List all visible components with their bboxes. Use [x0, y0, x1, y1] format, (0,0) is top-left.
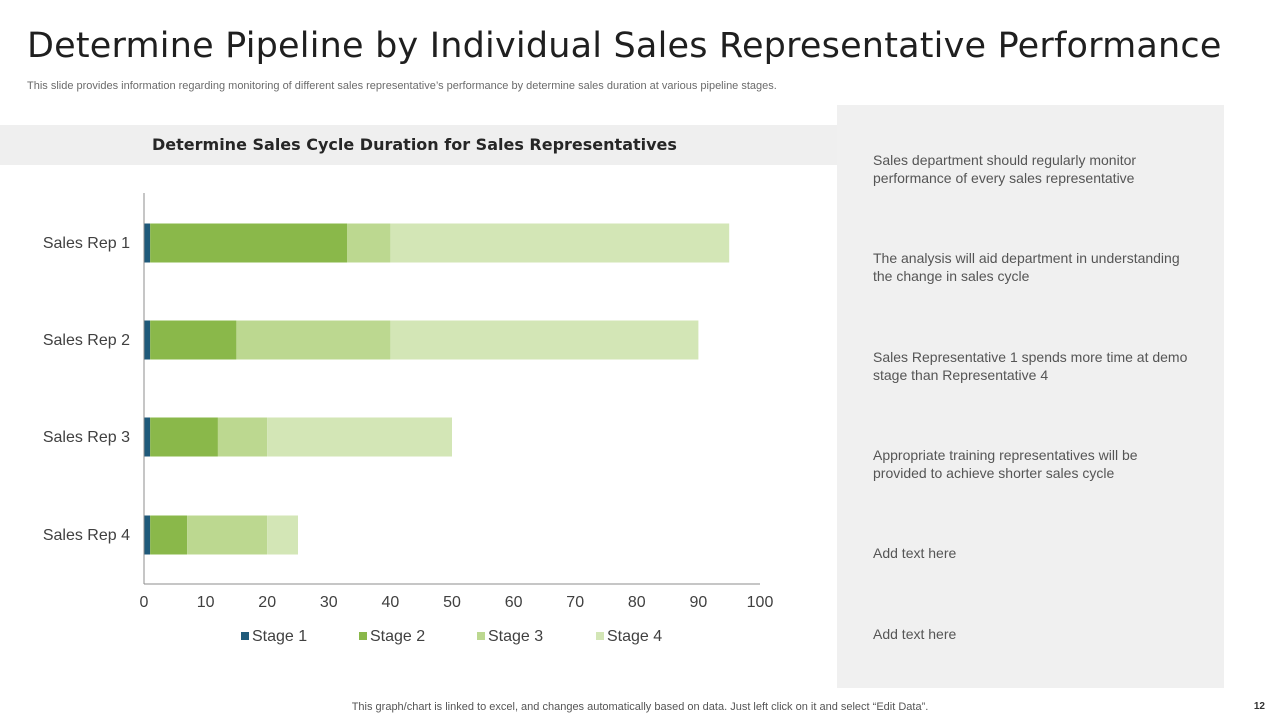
note-5: Add text here — [873, 545, 957, 561]
legend-label-stage-4: Stage 4 — [607, 628, 662, 645]
legend-label-stage-2: Stage 2 — [370, 628, 425, 645]
x-tick-label: 90 — [690, 594, 708, 611]
bar-4-stage-4[interactable] — [267, 515, 298, 555]
x-tick-label: 50 — [443, 594, 461, 611]
y-tick-label: Sales Rep 4 — [43, 527, 130, 544]
slide-number: 12 — [1253, 701, 1265, 712]
chart-title: Determine Sales Cycle Duration for Sales… — [152, 135, 677, 154]
bar-2-stage-4[interactable] — [390, 320, 699, 360]
bar-1-stage-3[interactable] — [347, 223, 391, 263]
page-subtitle: This slide provides information regardin… — [27, 80, 777, 92]
x-tick-label: 70 — [566, 594, 584, 611]
y-tick-label: Sales Rep 2 — [43, 332, 130, 349]
x-tick-label: 100 — [747, 594, 774, 611]
y-tick-label: Sales Rep 1 — [43, 235, 130, 252]
legend-swatch-stage-3 — [477, 632, 485, 640]
note-6: Add text here — [873, 626, 957, 642]
notes-panel — [837, 105, 1224, 688]
bar-2-stage-2[interactable] — [150, 320, 237, 360]
bar-3-stage-2[interactable] — [150, 417, 218, 457]
x-tick-label: 60 — [505, 594, 523, 611]
bar-4-stage-3[interactable] — [187, 515, 268, 555]
bar-1-stage-2[interactable] — [150, 223, 348, 263]
legend-swatch-stage-1 — [241, 632, 249, 640]
footer-note: This graph/chart is linked to excel, and… — [351, 701, 929, 713]
x-tick-label: 0 — [140, 594, 149, 611]
legend-label-stage-3: Stage 3 — [488, 628, 543, 645]
legend-swatch-stage-4 — [596, 632, 604, 640]
bar-2-stage-1[interactable] — [144, 320, 151, 360]
y-tick-label: Sales Rep 3 — [43, 429, 130, 446]
bar-1-stage-1[interactable] — [144, 223, 151, 263]
stacked-bar-chart[interactable]: Sales Rep 1 Sales Rep 2 Sales Rep 3 Sales R… — [0, 0, 837, 690]
note-4: Appropriate training representatives wil… — [873, 447, 1138, 481]
bar-3-stage-1[interactable] — [144, 417, 151, 457]
chart-header-band — [0, 125, 837, 165]
x-tick-label: 80 — [628, 594, 646, 611]
x-tick-label: 10 — [197, 594, 215, 611]
bar-1-stage-4[interactable] — [390, 223, 730, 263]
x-tick-label: 20 — [258, 594, 276, 611]
note-1: Sales department should regularly monito… — [873, 152, 1137, 186]
legend-swatch-stage-2 — [359, 632, 367, 640]
page-title: Determine Pipeline by Individual Sales R… — [27, 26, 1222, 66]
x-tick-label: 40 — [382, 594, 400, 611]
bar-2-stage-3[interactable] — [236, 320, 391, 360]
x-tick-label: 30 — [320, 594, 338, 611]
bar-3-stage-4[interactable] — [267, 417, 452, 457]
bar-4-stage-1[interactable] — [144, 515, 151, 555]
legend-label-stage-1: Stage 1 — [252, 628, 307, 645]
note-3: Sales Representative 1 spends more time … — [873, 349, 1188, 383]
bar-3-stage-3[interactable] — [217, 417, 268, 457]
bar-4-stage-2[interactable] — [150, 515, 188, 555]
note-2: The analysis will aid department in unde… — [873, 250, 1180, 284]
